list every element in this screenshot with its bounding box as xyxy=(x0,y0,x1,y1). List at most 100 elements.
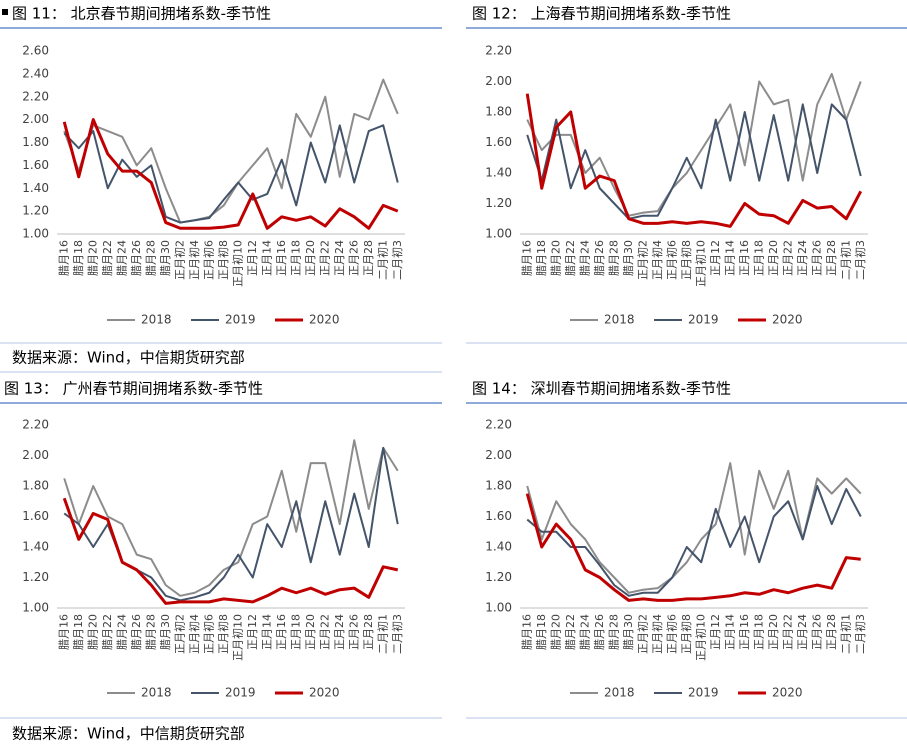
y-tick-label: 1.80 xyxy=(485,479,512,493)
series-line xyxy=(526,103,862,220)
x-tick-label: 正月初2 xyxy=(172,240,186,280)
y-tick-label: 1.00 xyxy=(485,227,512,241)
x-tick-label: 二月初3 xyxy=(853,240,867,280)
x-tick-label: 腊月30 xyxy=(622,614,635,650)
x-tick-label: 正月16 xyxy=(738,614,751,650)
y-tick-label: 1.60 xyxy=(22,158,49,172)
legend-label: 2019 xyxy=(225,686,256,700)
x-tick-label: 正月20 xyxy=(767,240,780,276)
x-tick-label: 正月26 xyxy=(347,240,360,276)
x-tick-label: 正月28 xyxy=(825,240,838,276)
y-tick-label: 1.60 xyxy=(22,509,49,523)
chart-title: 图 14： 深圳春节期间拥堵系数-季节性 xyxy=(472,380,731,398)
x-tick-label: 正月初6 xyxy=(664,240,678,280)
x-tick-label: 正月14 xyxy=(723,614,736,650)
x-tick-label: 正月16 xyxy=(275,240,288,276)
chart-title: 图 12： 上海春节期间拥堵系数-季节性 xyxy=(472,5,731,23)
series-line xyxy=(63,78,399,224)
x-tick-label: 正月24 xyxy=(333,614,346,650)
x-tick-label: 正月初4 xyxy=(650,240,664,280)
x-tick-label: 腊月24 xyxy=(115,614,128,650)
x-tick-label: 正月24 xyxy=(796,614,809,650)
x-tick-label: 腊月24 xyxy=(578,614,591,650)
x-tick-label: 正月24 xyxy=(333,240,346,276)
chart-title: 图 11： 北京春节期间拥堵系数-季节性 xyxy=(12,5,271,23)
y-tick-label: 1.00 xyxy=(22,227,49,241)
x-tick-label: 正月初8 xyxy=(679,240,693,280)
y-tick-label: 1.20 xyxy=(22,570,49,584)
x-tick-label: 腊月20 xyxy=(549,240,562,276)
y-tick-label: 2.00 xyxy=(22,448,49,462)
x-tick-label: 正月28 xyxy=(362,614,375,650)
x-tick-label: 正月16 xyxy=(275,614,288,650)
series-line xyxy=(525,493,861,602)
x-tick-label: 正月初4 xyxy=(187,240,201,280)
y-tick-label: 1.80 xyxy=(22,479,49,493)
x-tick-label: 正月22 xyxy=(781,240,794,276)
y-tick-label: 1.20 xyxy=(22,204,49,218)
series-line xyxy=(526,485,862,597)
y-tick-label: 2.00 xyxy=(485,74,512,88)
x-tick-label: 二月初1 xyxy=(375,240,389,280)
x-tick-label: 二月初3 xyxy=(390,614,404,654)
x-tick-label: 正月28 xyxy=(362,240,375,276)
y-tick-label: 2.20 xyxy=(485,418,512,432)
x-tick-label: 正月12 xyxy=(709,614,722,650)
series-line xyxy=(63,124,399,224)
x-tick-label: 正月26 xyxy=(810,240,823,276)
x-tick-label: 正月初10 xyxy=(693,614,707,661)
x-tick-label: 腊月18 xyxy=(535,614,548,650)
x-tick-label: 腊月26 xyxy=(130,614,143,650)
bullet xyxy=(2,9,8,15)
y-tick-label: 2.20 xyxy=(22,89,49,103)
x-tick-label: 二月初3 xyxy=(390,240,404,280)
y-tick-label: 2.40 xyxy=(22,66,49,80)
x-tick-label: 正月14 xyxy=(723,240,736,276)
legend-label: 2018 xyxy=(141,313,172,327)
y-tick-label: 1.40 xyxy=(22,540,49,554)
x-tick-label: 腊月28 xyxy=(607,614,620,650)
x-tick-label: 正月22 xyxy=(318,614,331,650)
x-tick-label: 腊月30 xyxy=(622,240,635,276)
x-tick-label: 腊月26 xyxy=(593,614,606,650)
x-tick-label: 二月初1 xyxy=(375,614,389,654)
source-note: 数据来源：Wind，中信期货研究部 xyxy=(12,725,245,743)
x-tick-label: 腊月18 xyxy=(72,240,85,276)
x-tick-label: 正月14 xyxy=(260,614,273,650)
legend-label: 2020 xyxy=(772,313,803,327)
x-tick-label: 正月初6 xyxy=(664,614,678,654)
y-tick-label: 1.00 xyxy=(485,601,512,615)
x-tick-label: 正月初8 xyxy=(216,614,230,654)
x-tick-label: 腊月20 xyxy=(86,240,99,276)
x-tick-label: 正月12 xyxy=(246,614,259,650)
legend-label: 2020 xyxy=(309,686,340,700)
x-tick-label: 正月12 xyxy=(709,240,722,276)
x-tick-label: 腊月28 xyxy=(607,240,620,276)
legend-label: 2019 xyxy=(688,686,719,700)
series-line xyxy=(525,93,863,228)
x-tick-label: 腊月24 xyxy=(578,240,591,276)
y-tick-label: 1.80 xyxy=(485,105,512,119)
x-tick-label: 正月18 xyxy=(289,240,302,276)
x-tick-label: 正月18 xyxy=(752,614,765,650)
y-tick-label: 1.60 xyxy=(485,509,512,523)
x-tick-label: 腊月20 xyxy=(86,614,99,650)
x-tick-label: 正月14 xyxy=(260,240,273,276)
x-tick-label: 二月初1 xyxy=(838,240,852,280)
x-tick-label: 正月20 xyxy=(304,614,317,650)
x-tick-label: 正月22 xyxy=(781,614,794,650)
x-tick-label: 腊月28 xyxy=(144,240,157,276)
x-tick-label: 正月初4 xyxy=(187,614,201,654)
x-tick-label: 腊月16 xyxy=(520,614,533,650)
x-tick-label: 腊月22 xyxy=(564,240,577,276)
x-tick-label: 正月初2 xyxy=(635,614,649,654)
series-line xyxy=(62,118,399,230)
y-tick-label: 1.40 xyxy=(485,540,512,554)
y-tick-label: 2.20 xyxy=(22,418,49,432)
x-tick-label: 正月初6 xyxy=(201,240,215,280)
x-tick-label: 正月18 xyxy=(752,240,765,276)
x-tick-label: 腊月22 xyxy=(564,614,577,650)
x-tick-label: 正月16 xyxy=(738,240,751,276)
x-tick-label: 腊月22 xyxy=(101,614,114,650)
y-tick-label: 2.00 xyxy=(485,448,512,462)
